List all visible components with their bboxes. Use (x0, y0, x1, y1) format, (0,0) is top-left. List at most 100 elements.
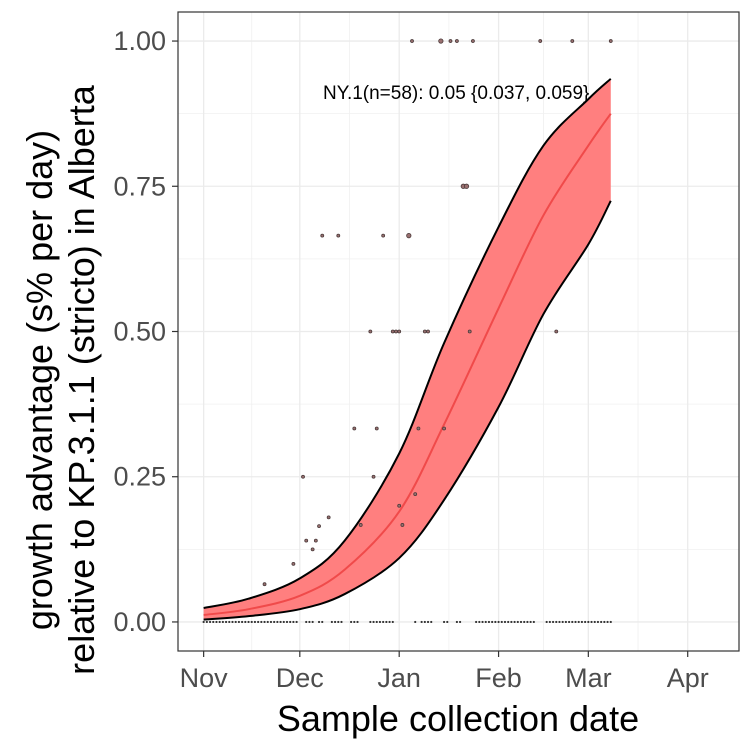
data-point-zero (500, 620, 503, 624)
data-point (463, 183, 470, 189)
data-point-zero (587, 620, 590, 624)
data-point-zero (442, 620, 446, 624)
y-axis: 0.00 0.25 0.50 0.75 1.00 (113, 26, 178, 637)
data-point-zero (321, 620, 324, 624)
data-point (352, 426, 357, 431)
data-point-zero (260, 620, 263, 624)
confidence-ribbon (203, 78, 612, 621)
data-point-zero (276, 620, 279, 624)
data-point-zero (221, 620, 224, 624)
data-point-zero (295, 620, 298, 624)
data-point (397, 503, 402, 508)
data-point (448, 39, 453, 43)
data-point-zero (350, 620, 353, 624)
y-axis-title: growth advantage (s% per day) relative t… (19, 84, 102, 675)
x-tick-label: Feb (475, 663, 522, 693)
data-point-zero (333, 620, 337, 624)
data-point (422, 329, 427, 334)
data-point (454, 39, 459, 43)
data-point (320, 233, 325, 238)
data-point-zero (282, 620, 285, 624)
data-point-zero (478, 620, 481, 624)
data-point-zero (609, 620, 612, 624)
data-point-zero (590, 620, 593, 624)
data-point-zero (491, 620, 494, 624)
data-point (410, 39, 414, 43)
data-point (358, 523, 363, 527)
data-point-zero (388, 620, 391, 624)
data-point-zero (292, 620, 295, 624)
data-point-zero (475, 620, 478, 624)
data-point-zero (311, 620, 314, 624)
data-point (310, 547, 315, 552)
y-tick-label: 0.75 (113, 171, 166, 201)
data-point (406, 233, 412, 239)
data-point-zero (603, 620, 606, 624)
y-tick-label: 0.00 (113, 607, 166, 637)
data-point-zero (231, 620, 234, 624)
data-point (374, 426, 379, 431)
data-point (538, 39, 543, 43)
data-point (301, 474, 305, 479)
x-axis: Nov Dec Jan Feb Mar Apr (180, 651, 709, 693)
data-point (381, 233, 386, 238)
data-point-zero (526, 620, 529, 624)
data-point-zero (228, 620, 231, 624)
data-point-zero (273, 620, 276, 624)
data-point (371, 474, 376, 479)
data-point (390, 329, 395, 334)
data-point-zero (241, 620, 244, 624)
data-point-zero (369, 620, 372, 624)
data-point-zero (558, 620, 561, 624)
x-tick-label: Apr (667, 663, 709, 693)
data-point-zero (215, 620, 218, 624)
data-point-zero (574, 620, 577, 624)
data-point-zero (519, 620, 523, 624)
data-point (317, 524, 321, 529)
data-point-zero (571, 620, 574, 624)
data-point-zero (224, 620, 228, 624)
data-point (262, 582, 267, 587)
y-axis-title-line-1: growth advantage (s% per day) (19, 130, 60, 630)
data-point (570, 39, 575, 43)
data-point-zero (580, 620, 584, 624)
data-point (368, 329, 373, 334)
data-point-zero (375, 620, 378, 624)
data-point-zero (356, 620, 359, 624)
y-tick-label: 0.25 (113, 462, 166, 492)
data-point (426, 329, 430, 334)
data-point-zero (564, 620, 567, 624)
data-point (413, 492, 418, 497)
data-point-zero (250, 620, 253, 624)
data-point-zero (289, 620, 292, 624)
data-point-zero (205, 620, 208, 624)
fit-line (203, 113, 612, 616)
data-point-zero (606, 620, 609, 624)
data-point-zero (353, 620, 356, 624)
data-point-zero (208, 620, 212, 624)
data-point-zero (548, 620, 551, 624)
data-point-zero (561, 620, 564, 624)
data-point-zero (596, 620, 600, 624)
data-point-zero (503, 620, 507, 624)
data-point-zero (593, 620, 596, 624)
data-point-zero (513, 620, 516, 624)
confidence-band (203, 78, 611, 620)
y-axis-title-line-2: relative to KP.3.1.1 (stricto) in Albert… (61, 84, 102, 675)
data-point-zero (551, 620, 555, 624)
data-point (438, 38, 444, 44)
data-point (467, 329, 472, 334)
x-tick-label: Dec (276, 663, 324, 693)
data-point-zero (516, 620, 519, 624)
data-point-zero (481, 620, 484, 624)
data-point-zero (510, 620, 513, 624)
y-tick-label: 0.50 (113, 317, 166, 347)
data-point-zero (279, 620, 282, 624)
data-point-zero (308, 620, 311, 624)
data-point (313, 538, 318, 543)
data-point-zero (285, 620, 289, 624)
data-point (326, 515, 331, 520)
data-point (304, 538, 309, 543)
data-point-zero (577, 620, 580, 624)
